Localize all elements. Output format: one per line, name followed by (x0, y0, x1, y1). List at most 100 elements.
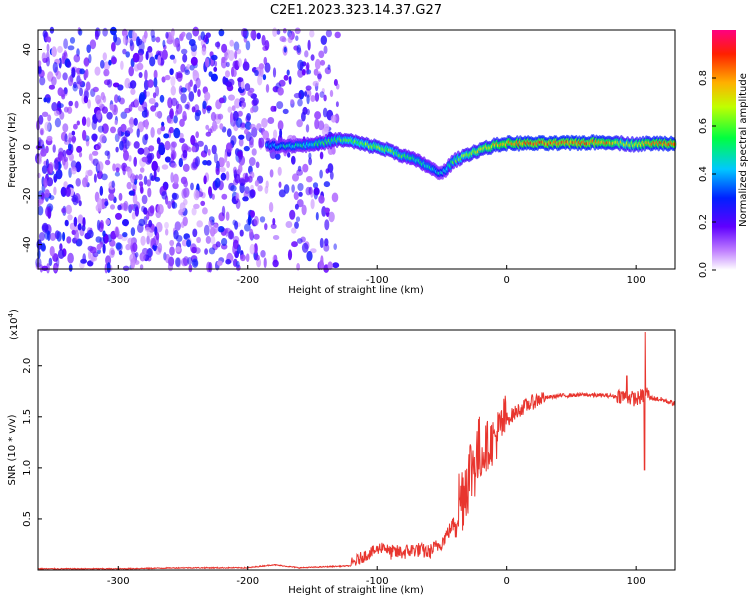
snr-x-axis: -300 -200 -100 0 100 (107, 566, 646, 587)
spectrogram-noise-cell (173, 58, 177, 64)
spectrogram-noise-cell (53, 175, 57, 183)
spectrogram-noise-cell (208, 186, 212, 197)
spectrogram-noise-cell (278, 189, 286, 198)
spectrogram-noise-cell (155, 231, 160, 241)
spectrogram-noise-cell (67, 45, 75, 51)
spectrogram-noise-cell (325, 29, 332, 38)
spectrogram-noise-cell (59, 111, 65, 120)
spectrogram-noise-cell (202, 207, 208, 215)
spectrogram-noise-cell (122, 219, 129, 227)
spectrogram-noise-cell (250, 29, 257, 40)
spectrogram-noise-cell (139, 252, 146, 262)
spectrogram-noise-cell (255, 161, 260, 169)
spectrogram-noise-layer (35, 26, 341, 274)
spectrogram-noise-cell (324, 219, 330, 231)
snr-frame (37, 329, 676, 571)
spectrogram-noise-cell (67, 252, 74, 264)
spectrogram-noise-cell (147, 247, 153, 258)
spectrogram-noise-cell (131, 212, 136, 220)
spectrogram-noise-cell (217, 226, 225, 233)
spectrogram-noise-cell (191, 145, 196, 153)
colorbar-tick-label: 0.8 (698, 70, 709, 86)
spectrogram-noise-cell (310, 95, 316, 102)
spectrogram-noise-cell (169, 108, 174, 120)
spectrogram-noise-cell (109, 247, 115, 258)
spectrogram-noise-cell (173, 229, 179, 240)
spectrogram-noise-cell (46, 177, 54, 187)
spectrogram-noise-cell (111, 56, 117, 65)
spectrogram-noise-cell (115, 167, 120, 173)
spectrogram-noise-cell (213, 152, 218, 164)
spectrogram-noise-cell (239, 97, 245, 103)
spectrogram-noise-cell (169, 246, 175, 256)
spectrogram-noise-cell (72, 84, 78, 92)
spectrogram-noise-cell (250, 210, 256, 218)
spectrogram-noise-cell (95, 203, 103, 212)
spectrogram-noise-cell (299, 61, 303, 71)
spectrogram-noise-cell (93, 173, 97, 183)
spectrogram-noise-cell (225, 228, 229, 237)
spectrogram-noise-cell (196, 220, 203, 228)
spectrogram-noise-cell (333, 79, 338, 86)
spectrogram-noise-cell (106, 111, 113, 120)
spectrogram-noise-cell (110, 26, 117, 36)
spectrogram-noise-cell (127, 237, 134, 245)
spectrogram-noise-cell (179, 118, 185, 127)
spectrogram-noise-cell (62, 149, 67, 158)
spectrogram-noise-cell (83, 57, 90, 67)
spectrogram-noise-cell (96, 219, 101, 231)
spectrogram-noise-cell (143, 175, 148, 185)
spectrogram-noise-cell (226, 160, 231, 169)
spectrogram-noise-cell (38, 232, 46, 241)
spectrogram-noise-cell (264, 223, 268, 231)
snr-x-tick-label: -200 (236, 576, 259, 587)
spectrogram-noise-cell (250, 107, 255, 114)
spectrogram-noise-cell (239, 229, 244, 237)
spectrogram-noise-cell (203, 175, 207, 185)
spectrogram-noise-cell (41, 222, 49, 233)
spectrogram-noise-cell (291, 241, 298, 248)
spectrogram-noise-cell (37, 139, 45, 149)
spectrogram-noise-cell (320, 35, 327, 45)
spectrogram-noise-cell (45, 158, 49, 169)
spectrogram-noise-cell (167, 97, 173, 109)
spectrogram-noise-cell (304, 50, 309, 58)
spectrogram-noise-cell (307, 39, 311, 51)
spectrogram-noise-cell (174, 221, 181, 231)
spectrogram-noise-cell (327, 261, 333, 271)
spectrogram-noise-cell (247, 90, 253, 97)
spectrogram-noise-cell (291, 184, 295, 193)
spectrogram-noise-cell (55, 257, 60, 267)
spectrogram-noise-cell (277, 87, 284, 96)
spectrogram-noise-cell (205, 57, 210, 68)
snr-y-multiplier: (x104) (7, 309, 20, 340)
spectrogram-noise-cell (249, 123, 256, 130)
spectrogram-noise-cell (178, 157, 183, 168)
spectrogram-noise-cell (63, 156, 68, 162)
spectrogram-noise-cell (313, 68, 319, 76)
spectrogram-noise-cell (179, 132, 184, 139)
spectrogram-noise-cell (112, 163, 116, 172)
spectrogram-noise-cell (151, 35, 156, 43)
spectrogram-noise-cell (107, 150, 111, 160)
spectrogram-noise-cell (153, 69, 158, 80)
spectrogram-noise-cell (317, 73, 322, 80)
spectrogram-noise-cell (73, 54, 81, 63)
spectrogram-noise-cell (217, 260, 223, 266)
spectrogram-noise-cell (141, 109, 148, 118)
spectrogram-noise-cell (170, 172, 174, 183)
spectrogram-noise-cell (169, 54, 176, 60)
spectrogram-noise-cell (65, 186, 71, 197)
spectrogram-x-tick-label: 0 (503, 275, 509, 286)
spectrogram-noise-cell (237, 151, 243, 158)
spectrogram-noise-cell (295, 35, 299, 41)
spectrogram-noise-cell (132, 29, 136, 41)
spectrogram-noise-cell (144, 69, 148, 81)
spectrogram-noise-cell (185, 32, 193, 41)
spectrogram-noise-cell (138, 181, 144, 187)
spectrogram-noise-cell (256, 32, 261, 40)
spectrogram-noise-cell (153, 168, 157, 180)
colorbar-tick-label: 0.4 (698, 166, 709, 182)
spectrogram-noise-cell (225, 258, 232, 265)
spectrogram-noise-cell (115, 146, 119, 153)
